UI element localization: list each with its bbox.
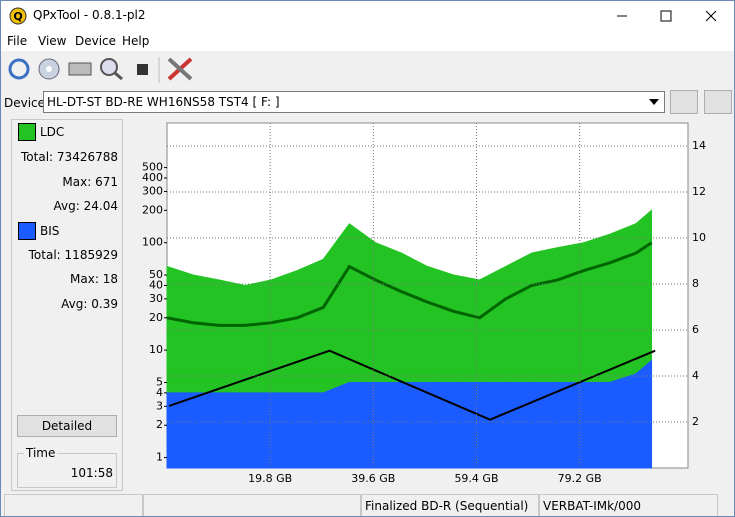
ldc-swatch [18, 123, 36, 141]
device-combo[interactable]: HL-DT-ST BD-RE WH16NS58 TST4 [ F: ] [43, 91, 665, 113]
y-tick-label: 50 [149, 268, 163, 281]
stop-button[interactable] [137, 64, 148, 75]
y-tick-label: 3 [156, 399, 163, 412]
status-cell [4, 494, 143, 516]
stat-label: Avg: [61, 297, 88, 311]
toolbar [8, 57, 193, 83]
area [166, 359, 653, 469]
y-tick-label: 1 [156, 451, 163, 464]
stat-value: 1185929 [64, 248, 118, 262]
disc-button[interactable] [38, 58, 60, 80]
stat-value: 671 [95, 175, 118, 189]
y-tick-label: 40 [149, 278, 163, 291]
x-tick-label: 19.8 GB [248, 472, 292, 485]
device-label: Device: [4, 96, 50, 110]
svg-text:Q: Q [13, 10, 22, 23]
y-tick-label: 500 [142, 161, 163, 174]
media-status: VERBAT-IMk/000 [543, 499, 641, 513]
stat-value: 24.04 [83, 199, 118, 213]
refresh-button[interactable] [8, 58, 30, 80]
status-cell: VERBAT-IMk/000 [539, 494, 718, 516]
stat-row: Total: 1185929 [8, 248, 118, 262]
line [166, 241, 653, 327]
settings-button[interactable] [167, 57, 193, 81]
y-tick-label: 2 [156, 418, 163, 431]
status-cell: Finalized BD-R (Sequential) [361, 494, 539, 516]
drive-button[interactable] [68, 62, 92, 76]
x-tick-label: 39.6 GB [351, 472, 395, 485]
time-value: 101:58 [70, 466, 113, 480]
menu-item[interactable]: View [38, 34, 67, 48]
stat-row: Avg: 24.04 [8, 199, 118, 213]
y2-tick-label: 2 [692, 415, 699, 428]
stat-label: Total: [28, 248, 61, 262]
status-cell [143, 494, 361, 516]
y2-tick-label: 8 [692, 277, 699, 290]
stats-panel: LDC Total: 73426788 Max: 671 Avg: 24.04 … [11, 119, 123, 491]
stat-label: Max: [62, 175, 92, 189]
window-controls[interactable] [601, 1, 734, 31]
y-tick-label: 20 [149, 311, 163, 324]
stat-value: 18 [102, 272, 118, 286]
combo-arrow [649, 99, 659, 105]
x-tick-label: 79.2 GB [558, 472, 602, 485]
device-value: HL-DT-ST BD-RE WH16NS58 TST4 [ F: ] [47, 95, 280, 109]
y2-tick-label: 4 [692, 369, 699, 382]
stat-value: 0.39 [91, 297, 118, 311]
menu-item[interactable]: File [7, 34, 28, 48]
lock-button[interactable] [704, 90, 732, 114]
disc-status: Finalized BD-R (Sequential) [365, 499, 529, 513]
app-icon: Q [9, 7, 27, 25]
title-bar: Q QPxTool - 0.8.1-pl2 [1, 1, 734, 31]
y2-tick-label: 6 [692, 323, 699, 336]
y2-tick-label: 10 [692, 231, 706, 244]
ldc-label: LDC [40, 125, 65, 139]
time-group: Time 101:58 [17, 446, 117, 488]
y-tick-label: 300 [142, 184, 163, 197]
stat-row: Max: 671 [8, 175, 118, 189]
y2-tick-label: 12 [692, 185, 706, 198]
y-tick-label: 5 [156, 375, 163, 388]
y2-tick-label: 14 [692, 139, 706, 152]
stat-label: Avg: [53, 199, 80, 213]
y-tick-label: 100 [142, 236, 163, 249]
y-tick-label: 200 [142, 203, 163, 216]
y-tick-label: 4 [156, 386, 163, 399]
stat-row: Max: 18 [8, 272, 118, 286]
bis-label: BIS [40, 224, 60, 238]
menu-item[interactable]: Help [122, 34, 150, 48]
scan-button[interactable] [100, 58, 123, 81]
stat-row: Avg: 0.39 [8, 297, 118, 311]
y-tick-label: 30 [149, 292, 163, 305]
chart: 1234510203040501002003004005002468101214… [142, 122, 706, 485]
window-title: QPxTool - 0.8.1-pl2 [33, 8, 146, 22]
time-label: Time [24, 446, 58, 460]
y-tick-label: 400 [142, 171, 163, 184]
menu-item[interactable]: Device [75, 34, 117, 48]
detailed-button[interactable]: Detailed [17, 415, 117, 437]
line [168, 349, 656, 421]
bis-swatch [18, 222, 36, 240]
stat-value: 73426788 [56, 150, 118, 164]
stat-label: Total: [21, 150, 54, 164]
stat-label: Max: [70, 272, 99, 286]
x-tick-label: 59.4 GB [454, 472, 498, 485]
menu-bar [1, 31, 734, 51]
y-tick-label: 10 [149, 343, 163, 356]
stat-row: Total: 73426788 [8, 150, 118, 164]
eject-button[interactable] [670, 90, 698, 114]
